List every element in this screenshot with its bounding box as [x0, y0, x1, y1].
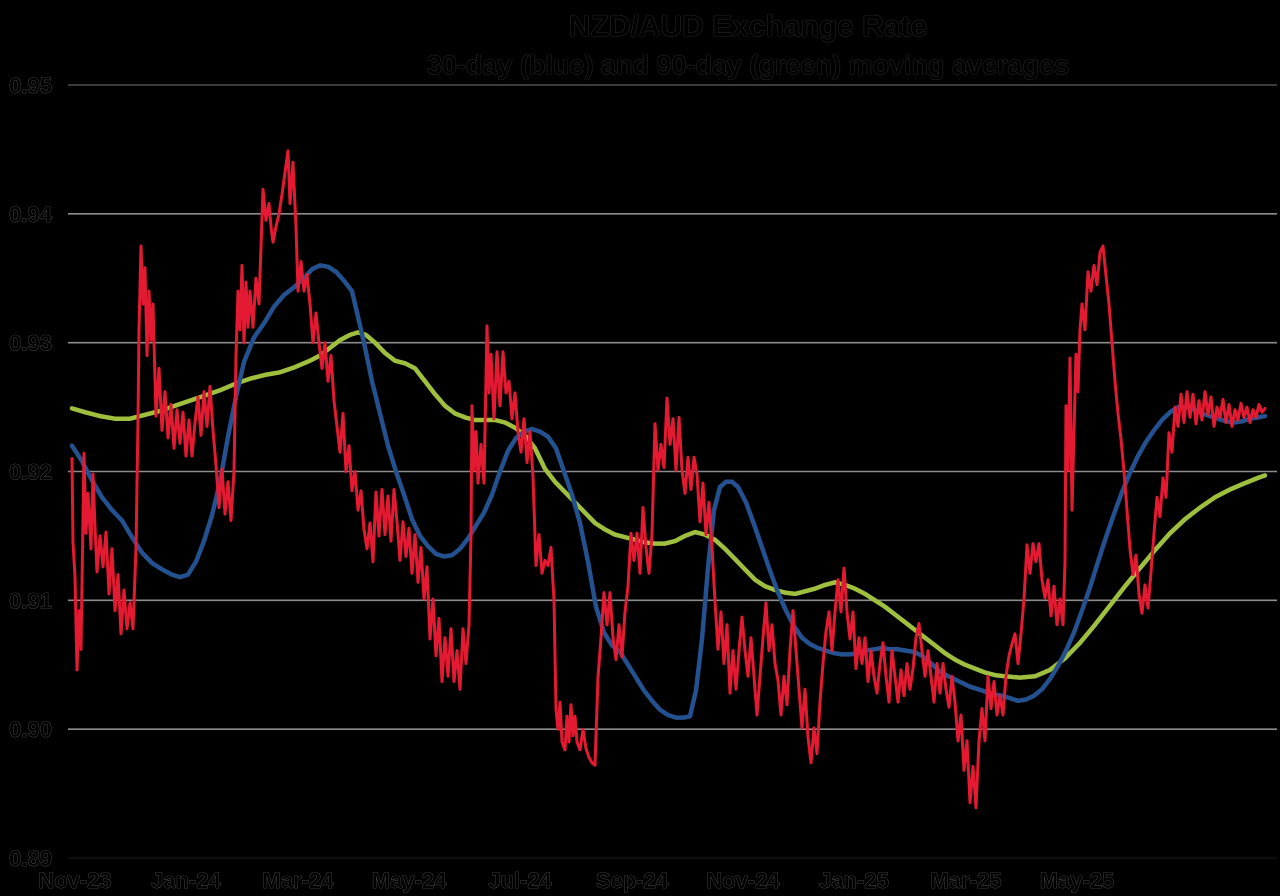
- y-axis-tick-label: 0.89: [9, 846, 52, 871]
- y-axis-tick-label: 0.91: [9, 588, 52, 613]
- chart-header: NZD/AUD Exchange Rate 30-day (blue) and …: [427, 10, 1069, 81]
- x-axis-tick-label: Mar-24: [263, 868, 335, 893]
- x-axis-tick-label: Nov-23: [38, 868, 111, 893]
- chart-subtitle: 30-day (blue) and 90-day (green) moving …: [426, 50, 1070, 80]
- y-axis-tick-label: 0.95: [9, 73, 52, 98]
- chart-title: NZD/AUD Exchange Rate: [568, 10, 928, 43]
- y-axis-tick-label: 0.90: [9, 717, 52, 742]
- x-axis-tick-label: May-25: [1040, 868, 1115, 893]
- x-axis-tick-label: Jan-24: [151, 868, 221, 893]
- y-axis-tick-label: 0.93: [9, 331, 52, 356]
- x-axis-tick-label: Jul-24: [488, 868, 552, 893]
- ma30-line: [69, 263, 1268, 720]
- ma90-line: [69, 330, 1268, 680]
- x-axis-tick-label: Nov-24: [706, 868, 780, 893]
- x-axis-tick-label: May-24: [372, 868, 447, 893]
- y-axis-tick-label: 0.92: [9, 460, 52, 485]
- daily-rate-line: [70, 149, 1267, 810]
- x-axis-tick-label: Jan-25: [819, 868, 889, 893]
- y-axis-tick-label: 0.94: [9, 202, 53, 227]
- x-axis-tick-label: Sep-24: [596, 868, 669, 893]
- x-axis-tick-label: Mar-25: [931, 868, 1002, 893]
